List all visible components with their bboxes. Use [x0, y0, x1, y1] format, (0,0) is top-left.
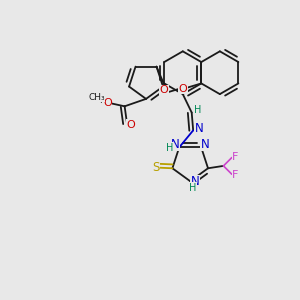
Text: F: F — [232, 170, 239, 180]
Text: O: O — [103, 98, 112, 108]
Text: CH₃: CH₃ — [88, 93, 105, 102]
Text: S: S — [152, 160, 159, 174]
Text: N: N — [190, 175, 199, 188]
Text: N: N — [171, 138, 179, 151]
Text: H: H — [194, 105, 201, 115]
Text: N: N — [195, 122, 203, 135]
Text: H: H — [166, 143, 173, 153]
Text: O: O — [126, 120, 135, 130]
Text: F: F — [232, 152, 239, 162]
Text: H: H — [190, 183, 197, 193]
Text: N: N — [201, 138, 210, 151]
Text: O: O — [160, 85, 168, 95]
Text: O: O — [178, 84, 187, 94]
